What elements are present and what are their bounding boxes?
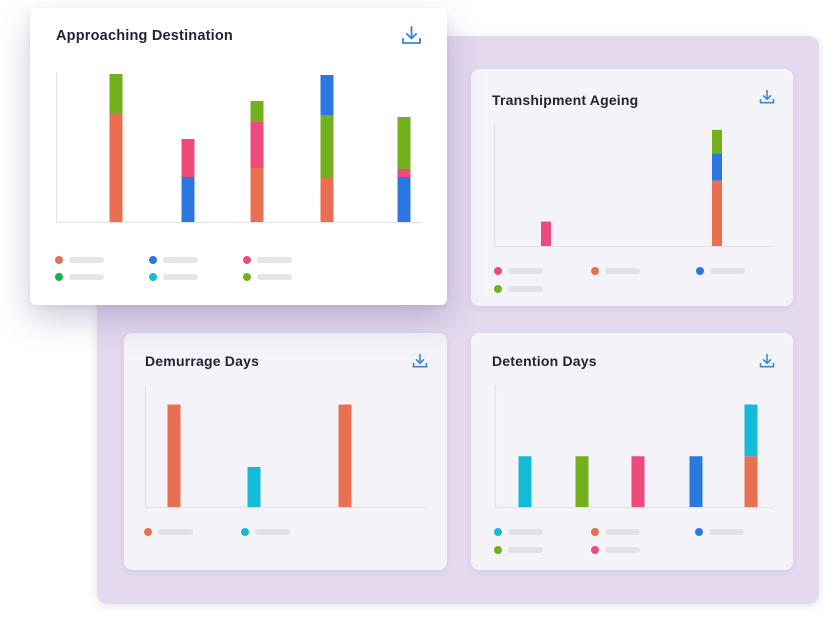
bar-segment-4-series-4[interactable] (689, 456, 703, 507)
legend-swatch (243, 256, 251, 264)
legend-item[interactable] (591, 527, 651, 537)
card-title: Transhipment Ageing (492, 92, 639, 108)
legend-swatch (591, 528, 599, 536)
legend-label-placeholder (69, 274, 104, 280)
legend-item[interactable] (494, 545, 554, 555)
legend-label-placeholder (605, 547, 640, 553)
approaching-destination-card: Approaching Destination (30, 8, 447, 305)
legend-item[interactable] (149, 272, 209, 282)
legend-item[interactable] (149, 255, 209, 265)
legend-swatch (494, 285, 502, 293)
legend-item[interactable] (695, 527, 755, 537)
legend-item[interactable] (241, 527, 301, 537)
transhipment-ageing-card: Transhipment Ageing (471, 69, 793, 306)
bar-segment-7-series-3[interactable] (712, 153, 722, 181)
detention-chart (494, 385, 773, 509)
bar-segment-1-series-4[interactable] (109, 74, 123, 114)
legend-swatch (494, 267, 502, 275)
legend-swatch (696, 267, 704, 275)
legend-label-placeholder (605, 529, 640, 535)
bar-segment-3-series-3[interactable] (631, 456, 645, 507)
legend-label-placeholder (257, 257, 292, 263)
legend-label-placeholder (158, 529, 193, 535)
demurrage-chart (144, 385, 427, 509)
bar-segment-4-series-4[interactable] (320, 115, 334, 177)
download-icon[interactable] (401, 25, 422, 51)
legend-label-placeholder (709, 529, 744, 535)
bar-segment-3-series-3[interactable] (250, 122, 264, 168)
legend-label-placeholder (163, 257, 198, 263)
legend-label-placeholder (508, 547, 543, 553)
bar-segment-4-series-5[interactable] (320, 75, 334, 115)
download-icon[interactable] (412, 353, 428, 374)
bar-segment-3-series-1[interactable] (250, 168, 264, 222)
bar-segment-5-series-5[interactable] (744, 456, 758, 507)
bar-segment-4-series-1[interactable] (320, 177, 334, 222)
legend-swatch (494, 546, 502, 554)
download-icon[interactable] (759, 353, 775, 374)
bar-segment-5-series-2[interactable] (397, 177, 411, 222)
bar-segment-5-series-6[interactable] (744, 404, 758, 457)
bar-segment-3-series-2[interactable] (247, 466, 261, 507)
legend-label-placeholder (255, 529, 290, 535)
legend-item[interactable] (494, 284, 554, 294)
legend-label-placeholder (163, 274, 198, 280)
legend-label-placeholder (69, 257, 104, 263)
bar-segment-2-series-2[interactable] (575, 456, 589, 507)
detention-days-card: Detention Days (471, 333, 793, 570)
legend-swatch (149, 256, 157, 264)
legend-label-placeholder (508, 529, 543, 535)
legend-swatch (591, 267, 599, 275)
card-title: Approaching Destination (56, 28, 233, 44)
bar-segment-3-series-4[interactable] (250, 101, 264, 122)
demurrage-days-card: Demurrage Days (124, 333, 447, 570)
legend-swatch (144, 528, 152, 536)
legend-swatch (695, 528, 703, 536)
legend-item[interactable] (243, 272, 303, 282)
legend-item[interactable] (591, 266, 651, 276)
bar-segment-4-series-1[interactable] (338, 404, 352, 507)
legend-item[interactable] (55, 255, 115, 265)
legend-swatch (241, 528, 249, 536)
bar-segment-1-series-1[interactable] (167, 404, 181, 507)
legend-item[interactable] (144, 527, 204, 537)
legend-item[interactable] (591, 545, 651, 555)
bar-segment-7-series-2[interactable] (712, 180, 722, 246)
legend-label-placeholder (508, 268, 543, 274)
transhipment-chart (493, 124, 774, 248)
legend-swatch (243, 273, 251, 281)
legend-label-placeholder (710, 268, 745, 274)
download-icon[interactable] (759, 89, 775, 110)
bar-segment-7-series-4[interactable] (712, 129, 722, 154)
legend-swatch (149, 273, 157, 281)
legend-swatch (55, 273, 63, 281)
card-title: Detention Days (492, 353, 597, 369)
approaching-chart (55, 72, 422, 224)
legend-item[interactable] (494, 266, 554, 276)
bar-segment-5-series-4[interactable] (397, 117, 411, 169)
legend-swatch (591, 546, 599, 554)
card-title: Demurrage Days (145, 353, 260, 369)
legend-label-placeholder (508, 286, 543, 292)
bar-segment-2-series-3[interactable] (181, 139, 195, 177)
legend-item[interactable] (243, 255, 303, 265)
bar-segment-1-series-1[interactable] (109, 114, 123, 222)
legend-item[interactable] (55, 272, 115, 282)
legend-swatch (494, 528, 502, 536)
bar-segment-2-series-1[interactable] (541, 221, 551, 246)
legend-item[interactable] (494, 527, 554, 537)
bar-segment-5-series-3[interactable] (397, 169, 411, 177)
legend-label-placeholder (257, 274, 292, 280)
bar-segment-1-series-1[interactable] (518, 456, 532, 507)
legend-swatch (55, 256, 63, 264)
legend-label-placeholder (605, 268, 640, 274)
legend-item[interactable] (696, 266, 756, 276)
bar-segment-2-series-2[interactable] (181, 177, 195, 222)
